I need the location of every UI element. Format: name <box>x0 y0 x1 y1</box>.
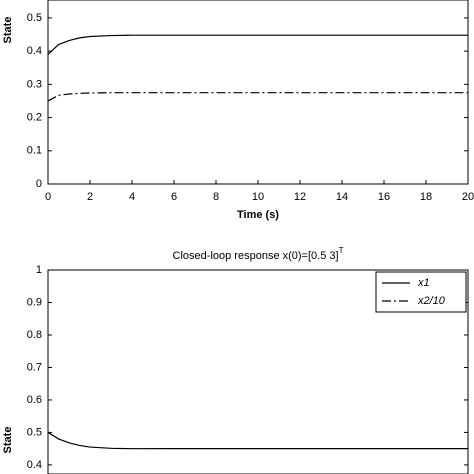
legend-box <box>375 271 467 313</box>
title-text: Closed-loop response x(0)=[0.5 3] <box>173 250 339 262</box>
x-tick-label: 6 <box>171 191 177 203</box>
plot-area <box>47 0 469 185</box>
y-tick-label: 0.4 <box>27 45 42 57</box>
x-tick-label: 4 <box>129 191 135 203</box>
y-tick-label: 0.6 <box>27 394 42 406</box>
x-axis-label: Time (s) <box>237 209 279 221</box>
y-tick-label: 0.9 <box>27 296 42 308</box>
y-tick-label: 0.7 <box>27 361 42 373</box>
x-tick-label: 10 <box>252 191 264 203</box>
title-superscript: T <box>339 246 344 255</box>
chart-title: Closed-loop response x(0)=[0.5 3]T <box>173 246 344 262</box>
y-tick-label: 0.4 <box>27 459 42 471</box>
legend-label: x2/10 <box>417 295 446 307</box>
y-tick-label: 0.2 <box>27 111 42 123</box>
x-tick-label: 12 <box>294 191 306 203</box>
x-tick-label: 2 <box>87 191 93 203</box>
x-tick-label: 16 <box>378 191 390 203</box>
y-tick-label: 0.3 <box>27 78 42 90</box>
x-tick-label: 8 <box>213 191 219 203</box>
legend-label: x1 <box>417 277 430 289</box>
line <box>48 92 468 102</box>
line <box>48 431 468 450</box>
y-tick-label: 0.5 <box>27 426 42 438</box>
y-tick-label: 0.8 <box>27 329 42 341</box>
plot-lines <box>48 34 468 102</box>
y-tick-label: 1 <box>36 264 42 276</box>
y-tick-label: 0 <box>36 178 42 190</box>
y-tick-label: 0.1 <box>27 145 42 157</box>
y-axis-label: State <box>2 17 14 44</box>
y-tick-label: 0.5 <box>27 12 42 24</box>
x-tick-label: 18 <box>420 191 432 203</box>
x-tick-label: 20 <box>462 191 474 203</box>
line <box>48 34 468 55</box>
plot-lines <box>48 431 468 450</box>
x-tick-label: 14 <box>336 191 348 203</box>
x-tick-label: 0 <box>45 191 51 203</box>
y-axis-label: State <box>2 427 14 454</box>
